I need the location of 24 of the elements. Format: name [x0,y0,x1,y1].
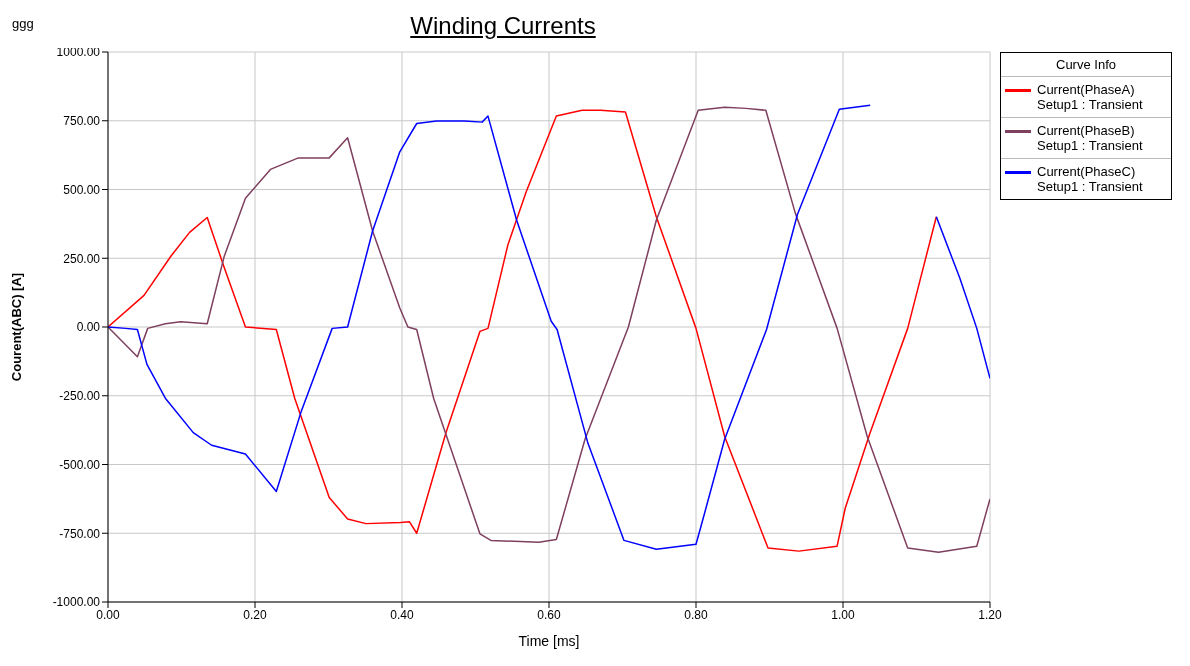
x-tick-label: 1.20 [978,607,1002,622]
x-tick-label: 1.00 [831,607,855,622]
legend-title: Curve Info [1001,53,1171,77]
x-tick-label: 0.20 [243,607,267,622]
y-tick-label: -500.00 [59,457,101,472]
y-tick-label: -1000.00 [52,595,101,610]
y-tick-label: 250.00 [63,251,101,266]
y-tick-label: 0.00 [76,320,101,335]
legend-label: Current(PhaseC) Setup1 : Transient [1037,164,1143,194]
y-axis-title: Courent(ABC) [A] [8,272,24,382]
x-tick-label: 0.80 [684,607,708,622]
x-tick-label: 0.40 [390,607,414,622]
y-tick-label: 1000.00 [56,45,101,60]
y-tick-label: 750.00 [63,114,101,129]
legend-label: Current(PhaseB) Setup1 : Transient [1037,123,1143,153]
x-tick-label: 0.00 [96,607,120,622]
y-tick-label: -250.00 [59,389,101,404]
text: ggg [12,16,34,31]
x-tick-label: 0.60 [537,607,561,622]
y-tick-label: -750.00 [59,526,101,541]
x-axis-title: Time [ms] [518,633,580,649]
legend-label: Current(PhaseA) Setup1 : Transient [1037,82,1143,112]
chart-title: Winding Currents [410,12,596,39]
y-tick-label: 500.00 [63,182,101,197]
